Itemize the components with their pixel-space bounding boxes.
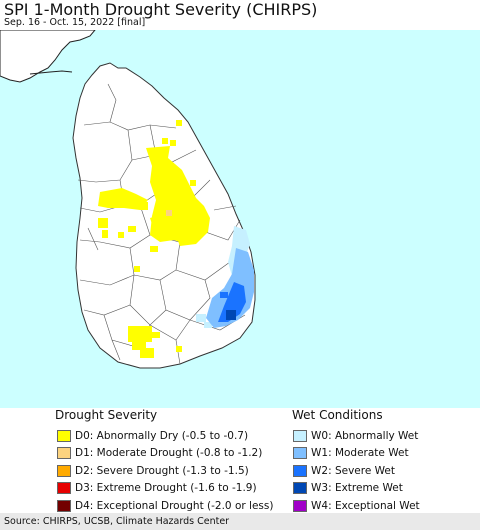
- drought-legend-item: D3: Extreme Drought (-1.6 to -1.9): [57, 480, 273, 498]
- wet-legend-swatch: [293, 429, 307, 442]
- spi-shading: [98, 120, 254, 358]
- drought-legend-swatch: [57, 464, 71, 477]
- d1-moderate-drought-areas: [166, 210, 172, 216]
- wet-legend-item: W0: Abnormally Wet: [293, 427, 420, 445]
- drought-legend-item: D4: Exceptional Drought (-2.0 or less): [57, 497, 273, 515]
- d0-abnormally-dry-areas: [98, 120, 210, 358]
- wet-legend-swatch: [293, 464, 307, 477]
- wet-legend-label: W2: Severe Wet: [311, 464, 395, 477]
- w3-extreme-wet-areas: [226, 310, 236, 320]
- drought-legend: D0: Abnormally Dry (-0.5 to -0.7) D1: Mod…: [57, 427, 273, 515]
- wet-legend-swatch: [293, 447, 307, 460]
- sri-lanka-map: [0, 30, 256, 369]
- wet-legend-swatch: [293, 482, 307, 495]
- wet-legend-label: W1: Moderate Wet: [311, 447, 409, 460]
- drought-legend-label: D3: Extreme Drought (-1.6 to -1.9): [75, 482, 257, 495]
- wet-legend: W0: Abnormally Wet W1: Moderate Wet W2: Se…: [293, 427, 420, 515]
- drought-legend-swatch: [57, 447, 71, 460]
- drought-legend-swatch: [57, 482, 71, 495]
- drought-legend-title: Drought Severity: [55, 408, 158, 422]
- india-coastline: [0, 30, 96, 83]
- wet-legend-label: W4: Exceptional Wet: [311, 499, 420, 512]
- wet-legend-title: Wet Conditions: [292, 408, 383, 422]
- map-panel: [0, 30, 480, 408]
- wet-legend-item: W4: Exceptional Wet: [293, 497, 420, 515]
- wet-legend-item: W2: Severe Wet: [293, 462, 420, 480]
- drought-legend-item: D2: Severe Drought (-1.3 to -1.5): [57, 462, 273, 480]
- drought-legend-label: D2: Severe Drought (-1.3 to -1.5): [75, 464, 249, 477]
- drought-legend-label: D0: Abnormally Dry (-0.5 to -0.7): [75, 429, 249, 442]
- drought-legend-item: D1: Moderate Drought (-0.8 to -1.2): [57, 445, 273, 463]
- wet-legend-label: W0: Abnormally Wet: [311, 429, 419, 442]
- drought-legend-label: D1: Moderate Drought (-0.8 to -1.2): [75, 447, 263, 460]
- drought-legend-item: D0: Abnormally Dry (-0.5 to -0.7): [57, 427, 273, 445]
- map-subtitle: Sep. 16 - Oct. 15, 2022 [final]: [4, 17, 146, 28]
- adams-bridge: [29, 70, 73, 75]
- w2-severe-wet-areas: [218, 282, 246, 322]
- wet-legend-label: W3: Extreme Wet: [311, 482, 403, 495]
- drought-legend-label: D4: Exceptional Drought (-2.0 or less): [75, 499, 274, 512]
- source-credit: Source: CHIRPS, UCSB, Climate Hazards Ce…: [0, 513, 480, 530]
- drought-legend-swatch: [57, 429, 71, 442]
- drought-legend-swatch: [57, 499, 71, 512]
- wet-legend-item: W3: Extreme Wet: [293, 480, 420, 498]
- wet-legend-swatch: [293, 499, 307, 512]
- wet-legend-item: W1: Moderate Wet: [293, 445, 420, 463]
- map-title: SPI 1-Month Drought Severity (CHIRPS): [4, 0, 318, 19]
